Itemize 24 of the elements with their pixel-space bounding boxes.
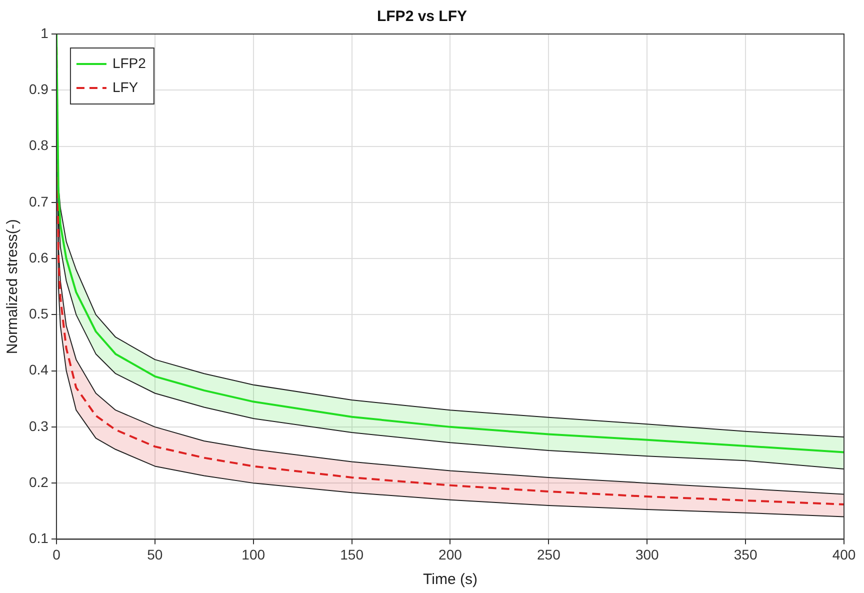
- y-axis-title: Normalized stress(-): [4, 219, 22, 354]
- chart-title: LFP2 vs LFY: [376, 8, 468, 26]
- y-tick-label: 1: [40, 24, 49, 41]
- x-tick-label: 250: [536, 546, 561, 562]
- x-tick-label: 400: [832, 546, 856, 562]
- y-tick-label: 0.5: [28, 306, 49, 322]
- legend-label: LFP2: [112, 54, 146, 71]
- x-tick-label: 200: [438, 546, 462, 562]
- y-tick-label: 0.2: [28, 474, 49, 490]
- y-tick-label: 0.6: [28, 249, 49, 266]
- y-tick-label: 0.4: [28, 362, 49, 378]
- y-tick-label: 0.9: [28, 80, 49, 97]
- x-axis-title: Time (s): [423, 571, 478, 588]
- x-tick-label: 300: [635, 546, 660, 562]
- y-tick-label: 0.8: [28, 137, 49, 154]
- y-tick-label: 0.1: [28, 530, 49, 546]
- y-tick-label: 0.7: [28, 193, 49, 210]
- x-tick-label: 50: [147, 546, 163, 562]
- x-tick-label: 100: [242, 546, 266, 562]
- legend-label: LFY: [112, 78, 139, 95]
- y-tick-label: 0.3: [28, 418, 49, 434]
- x-tick-label: 0: [52, 546, 61, 562]
- x-tick-label: 350: [734, 546, 758, 562]
- x-tick-label: 150: [340, 546, 364, 562]
